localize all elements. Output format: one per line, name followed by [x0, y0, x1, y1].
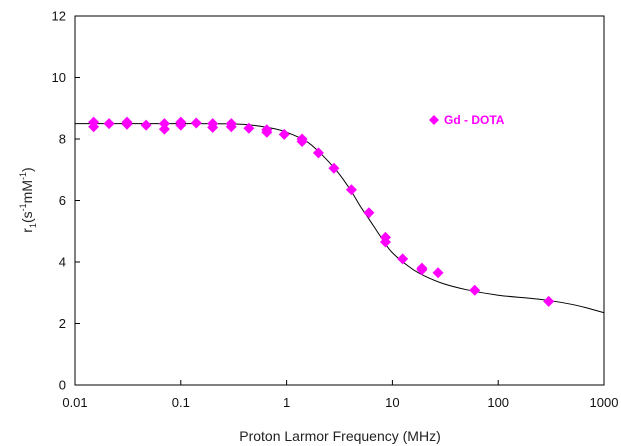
- fit-curve: [74, 123, 605, 314]
- x-tick-label: 1: [283, 395, 290, 410]
- x-tick-label: 100: [487, 395, 509, 410]
- legend: Gd - DOTA: [429, 113, 505, 127]
- y-tick-label: 10: [52, 70, 66, 85]
- y-tick-label: 4: [59, 255, 66, 270]
- y-axis: 0 2 4 6 8 10 12: [52, 9, 80, 393]
- y-tick-label: 0: [59, 378, 66, 393]
- data-point: [225, 121, 237, 133]
- y-tick-label: 12: [52, 9, 66, 24]
- data-point: [397, 253, 409, 265]
- data-point: [158, 123, 170, 135]
- data-point: [278, 128, 290, 140]
- x-tick-label: 10: [385, 395, 399, 410]
- data-point: [432, 267, 444, 279]
- x-tick-label: 0.1: [172, 395, 190, 410]
- data-point: [207, 121, 219, 133]
- data-point: [379, 236, 391, 248]
- data-point: [103, 118, 115, 130]
- data-point: [312, 147, 324, 159]
- data-point: [261, 126, 273, 138]
- x-axis-title: Proton Larmor Frequency (MHz): [239, 428, 441, 444]
- y-tick-label: 2: [59, 316, 66, 331]
- data-markers: [88, 116, 555, 307]
- x-tick-label: 1000: [590, 395, 619, 410]
- y-tick-label: 8: [59, 132, 66, 147]
- x-tick-label: 0.01: [62, 395, 87, 410]
- data-point: [121, 118, 133, 130]
- legend-marker: [429, 115, 439, 125]
- data-point: [469, 284, 481, 296]
- data-point: [345, 184, 357, 196]
- data-point: [243, 122, 255, 134]
- data-point: [88, 121, 100, 133]
- x-axis: 0.01 0.1 1 10 100 1000: [62, 380, 618, 410]
- y-axis-title: r1(s-1mM-1): [18, 167, 38, 232]
- plot-frame: [74, 15, 605, 386]
- data-point: [190, 117, 202, 129]
- data-point: [140, 119, 152, 131]
- data-point: [328, 162, 340, 174]
- legend-label: Gd - DOTA: [444, 113, 505, 127]
- data-point: [416, 264, 428, 276]
- data-point: [543, 295, 555, 307]
- data-point: [175, 119, 187, 131]
- data-point: [363, 207, 375, 219]
- data-point: [296, 135, 308, 147]
- data-point: [158, 118, 170, 130]
- plot-area: [74, 15, 605, 386]
- y-tick-label: 6: [59, 193, 66, 208]
